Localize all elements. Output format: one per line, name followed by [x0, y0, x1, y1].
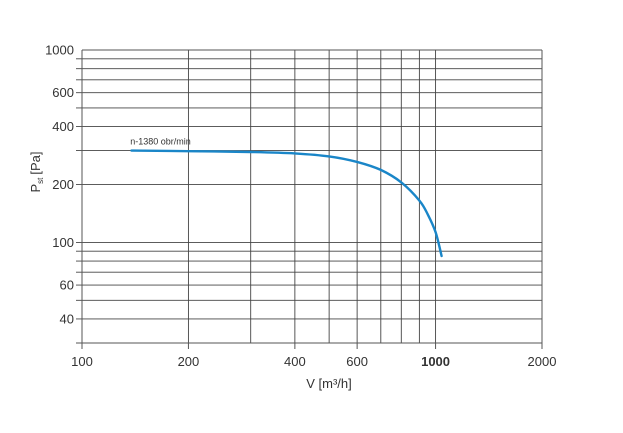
series-line [130, 149, 443, 258]
y-tick-label: 100 [52, 235, 74, 250]
y-tick-label: 1000 [45, 43, 74, 58]
grid-layer [76, 49, 543, 349]
tick-layer: 100 200 400 600 1000 2000 40 60 100 200 400 600 1000 [45, 43, 556, 370]
x-tick-label: 400 [284, 354, 306, 369]
x-tick-label: 200 [178, 354, 200, 369]
x-tick-label: 600 [346, 354, 368, 369]
x-tick-label: 2000 [528, 354, 557, 369]
x-tick-label: 1000 [421, 354, 450, 369]
x-tick-label: 100 [71, 354, 93, 369]
y-axis-title-sub: st [36, 177, 45, 184]
curve-annotation: n-1380 obr/min [130, 137, 191, 147]
series-layer: n-1380 obr/min [130, 137, 443, 258]
y-tick-label: 400 [52, 119, 74, 134]
y-axis-title: Pst [Pa] [28, 151, 45, 192]
x-axis-title: V [m³/h] [306, 376, 352, 391]
svg-text:Pst[Pa]: Pst [Pa] [28, 151, 45, 192]
y-tick-label: 200 [52, 177, 74, 192]
y-axis-title-main: P [28, 184, 43, 193]
y-tick-label: 40 [60, 311, 74, 326]
y-tick-label: 600 [52, 85, 74, 100]
y-tick-label: 60 [60, 278, 74, 293]
y-axis-title-unit: [Pa] [28, 151, 43, 174]
